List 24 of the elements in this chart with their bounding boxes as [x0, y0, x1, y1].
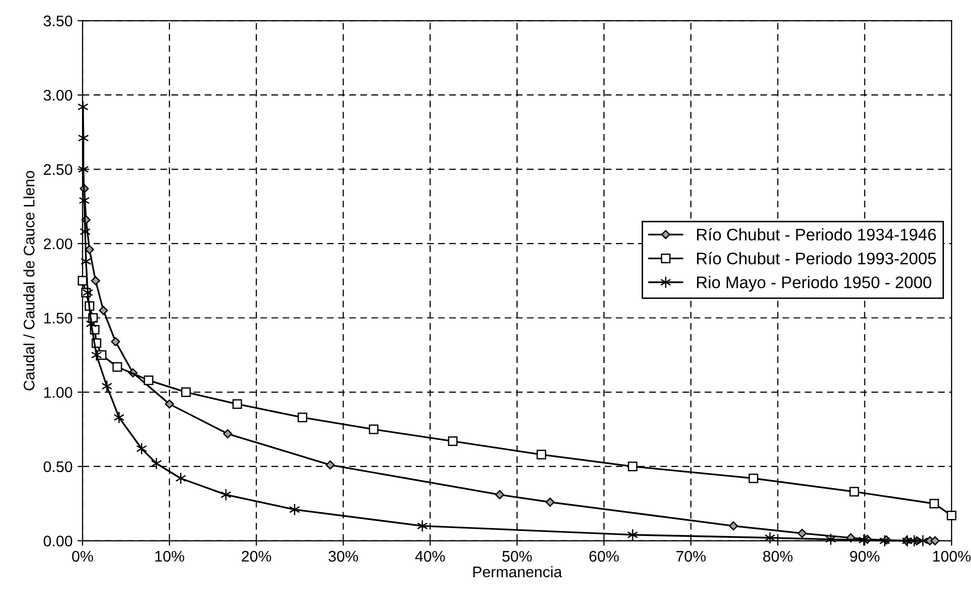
y-tick-label: 1.50 — [44, 312, 72, 324]
legend-label: Rio Mayo - Periodo 1950 - 2000 — [697, 276, 932, 292]
y-tick-label: 0.00 — [44, 536, 72, 546]
x-tick-label: 60% — [589, 550, 619, 562]
x-tick-label: 30% — [328, 550, 358, 562]
legend-label: Río Chubut - Periodo 1934-1946 — [697, 228, 936, 241]
y-tick-label: 2.00 — [44, 238, 72, 250]
y-tick-label: 1.00 — [44, 387, 72, 398]
x-axis-title: Permanencia — [473, 566, 562, 578]
x-tick-label: 10% — [155, 550, 184, 562]
x-tick-label: 50% — [502, 550, 532, 562]
x-tick-label: 20% — [242, 550, 272, 562]
legend-label: Río Chubut - Periodo 1993-2005 — [697, 252, 936, 264]
y-tick-label: 0.50 — [44, 461, 72, 472]
x-tick-label: 80% — [763, 550, 793, 562]
x-tick-label: 70% — [676, 550, 706, 562]
y-tick-label: 2.50 — [44, 164, 72, 175]
x-tick-label: 0% — [72, 550, 94, 562]
x-tick-label: 40% — [415, 550, 445, 562]
y-tick-label: 3.50 — [44, 16, 72, 26]
y-axis-title: Caudal / Caudal de Cauce Lleno — [23, 170, 35, 390]
x-tick-label: 100% — [933, 550, 971, 562]
x-tick-label: 90% — [850, 550, 880, 562]
y-tick-label: 3.00 — [44, 90, 72, 101]
